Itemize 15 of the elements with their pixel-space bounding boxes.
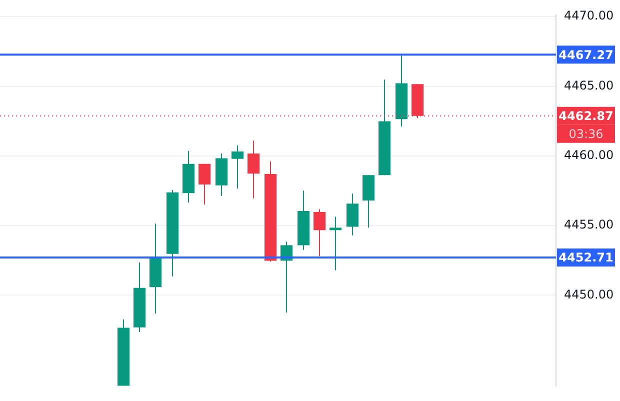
- candlestick: [330, 216, 342, 271]
- candlestick: [346, 193, 358, 236]
- candlestick: [232, 144, 244, 190]
- y-tick-label: 4470.00: [564, 8, 614, 23]
- candlestick: [248, 140, 260, 199]
- y-tick-label: 4450.00: [564, 287, 614, 302]
- ref-line-label: 4467.27: [558, 48, 614, 62]
- text: 03:36: [568, 127, 604, 142]
- y-tick-label: 4465.00: [564, 78, 614, 92]
- y-tick-label: 4460.00: [564, 148, 614, 162]
- ref-line-label: 4452.71: [558, 250, 614, 265]
- candlestick: [314, 208, 326, 257]
- ref-line-label: 4462.87: [558, 109, 614, 124]
- candlestick: [198, 163, 210, 206]
- y-tick-label: 4455.00: [564, 218, 614, 232]
